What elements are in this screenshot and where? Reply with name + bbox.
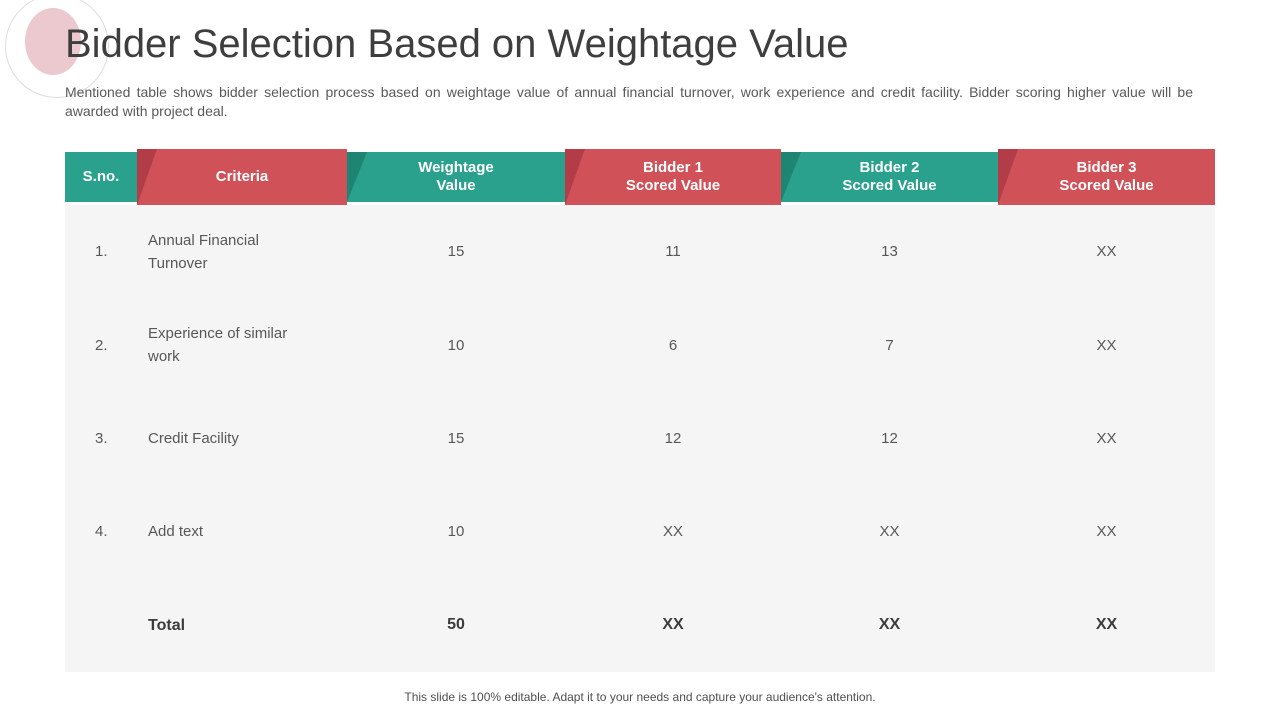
cell-text: Add text bbox=[148, 523, 204, 541]
ribbon-fold-decoration bbox=[347, 152, 367, 202]
cell-text: Total bbox=[148, 616, 186, 634]
cell-bidder2: XX bbox=[781, 579, 998, 672]
cell-bidder3: XX bbox=[998, 485, 1215, 578]
cell-bidder3: XX bbox=[998, 205, 1215, 298]
table-row: 3. Credit Facility 15 12 12 XX bbox=[65, 392, 1215, 485]
cell-text: XX bbox=[1096, 243, 1117, 261]
cell-text: XX bbox=[662, 523, 683, 541]
table-total-row: Total 50 XX XX XX bbox=[65, 579, 1215, 672]
header-label: Criteria bbox=[215, 168, 269, 185]
cell-text: XX bbox=[1096, 336, 1117, 354]
cell-text: 10 bbox=[447, 523, 465, 541]
decorative-circle-outline bbox=[5, 0, 109, 98]
cell-weightage: 50 bbox=[347, 579, 565, 672]
cell-bidder1: XX bbox=[565, 485, 781, 578]
cell-sno: 3. bbox=[65, 392, 137, 485]
cell-criteria: Experience of similar work bbox=[137, 298, 347, 391]
header-label: S.no. bbox=[82, 168, 120, 185]
cell-text: XX bbox=[662, 616, 684, 634]
cell-weightage: 10 bbox=[347, 485, 565, 578]
cell-sno bbox=[65, 579, 137, 672]
cell-text: XX bbox=[1096, 523, 1117, 541]
ribbon-fold-decoration bbox=[137, 149, 157, 205]
cell-bidder3: XX bbox=[998, 392, 1215, 485]
cell-text: 15 bbox=[447, 430, 465, 448]
cell-weightage: 10 bbox=[347, 298, 565, 391]
cell-text: 6 bbox=[668, 336, 678, 354]
cell-sno: 2. bbox=[65, 298, 137, 391]
cell-criteria: Annual Financial Turnover bbox=[137, 205, 347, 298]
cell-text: 1. bbox=[95, 243, 108, 261]
table-row: 2. Experience of similar work 10 6 7 XX bbox=[65, 298, 1215, 391]
cell-sno: 4. bbox=[65, 485, 137, 578]
header-label: Bidder 1 Scored Value bbox=[625, 159, 721, 194]
cell-text: 11 bbox=[665, 243, 681, 261]
slide-subtitle: Mentioned table shows bidder selection p… bbox=[65, 84, 1193, 119]
ribbon-fold-decoration bbox=[565, 149, 585, 205]
header-cell-weightage: Weightage Value bbox=[347, 152, 565, 202]
cell-bidder1: XX bbox=[565, 579, 781, 672]
cell-text: XX bbox=[878, 616, 901, 634]
cell-criteria: Total bbox=[137, 579, 347, 672]
header-label: Bidder 3 Scored Value bbox=[1059, 159, 1154, 194]
page-title: Bidder Selection Based on Weightage Valu… bbox=[65, 22, 849, 66]
ribbon-fold-decoration bbox=[781, 152, 801, 202]
footer-note: This slide is 100% editable. Adapt it to… bbox=[404, 690, 876, 704]
header-cell-bidder1: Bidder 1 Scored Value bbox=[565, 149, 781, 205]
header-cell-criteria: Criteria bbox=[137, 149, 347, 205]
cell-bidder2: 13 bbox=[781, 205, 998, 298]
cell-text: XX bbox=[879, 523, 900, 541]
cell-bidder2: 7 bbox=[781, 298, 998, 391]
cell-criteria: Add text bbox=[137, 485, 347, 578]
cell-bidder2: 12 bbox=[781, 392, 998, 485]
cell-sno: 1. bbox=[65, 205, 137, 298]
table-row: 1. Annual Financial Turnover 15 11 13 XX bbox=[65, 205, 1215, 298]
cell-text: 7 bbox=[885, 336, 894, 354]
cell-bidder1: 6 bbox=[565, 298, 781, 391]
table-row: 4. Add text 10 XX XX XX bbox=[65, 485, 1215, 578]
cell-text: 12 bbox=[664, 430, 682, 448]
cell-bidder3: XX bbox=[998, 579, 1215, 672]
cell-bidder3: XX bbox=[998, 298, 1215, 391]
cell-text: Annual Financial Turnover bbox=[148, 231, 259, 272]
cell-text: 12 bbox=[881, 430, 898, 448]
cell-text: Experience of similar work bbox=[148, 325, 288, 366]
cell-bidder1: 12 bbox=[565, 392, 781, 485]
cell-bidder2: XX bbox=[781, 485, 998, 578]
header-cell-sno: S.no. bbox=[65, 152, 137, 202]
cell-text: 50 bbox=[447, 616, 465, 634]
cell-text: 3. bbox=[95, 430, 108, 448]
cell-weightage: 15 bbox=[347, 392, 565, 485]
header-label: Weightage Value bbox=[418, 159, 494, 194]
cell-bidder1: 11 bbox=[565, 205, 781, 298]
cell-criteria: Credit Facility bbox=[137, 392, 347, 485]
decorative-circle bbox=[25, 8, 81, 75]
table-header-row: S.no. Criteria Weightage Value Bidder 1 Score… bbox=[65, 149, 1215, 205]
cell-text: XX bbox=[1096, 430, 1117, 448]
cell-text: 13 bbox=[881, 243, 898, 261]
cell-text: 2. bbox=[95, 336, 108, 354]
cell-text: 10 bbox=[447, 336, 465, 354]
cell-weightage: 15 bbox=[347, 205, 565, 298]
cell-text: Credit Facility bbox=[148, 430, 239, 448]
table-body: 1. Annual Financial Turnover 15 11 13 XX 2. Exp… bbox=[65, 205, 1215, 672]
cell-text: XX bbox=[1095, 616, 1118, 634]
ribbon-fold-decoration bbox=[998, 149, 1018, 205]
header-cell-bidder3: Bidder 3 Scored Value bbox=[998, 149, 1215, 205]
cell-text: 4. bbox=[95, 523, 108, 541]
header-label: Bidder 2 Scored Value bbox=[842, 159, 937, 194]
cell-text: 15 bbox=[447, 243, 465, 261]
header-cell-bidder2: Bidder 2 Scored Value bbox=[781, 152, 998, 202]
